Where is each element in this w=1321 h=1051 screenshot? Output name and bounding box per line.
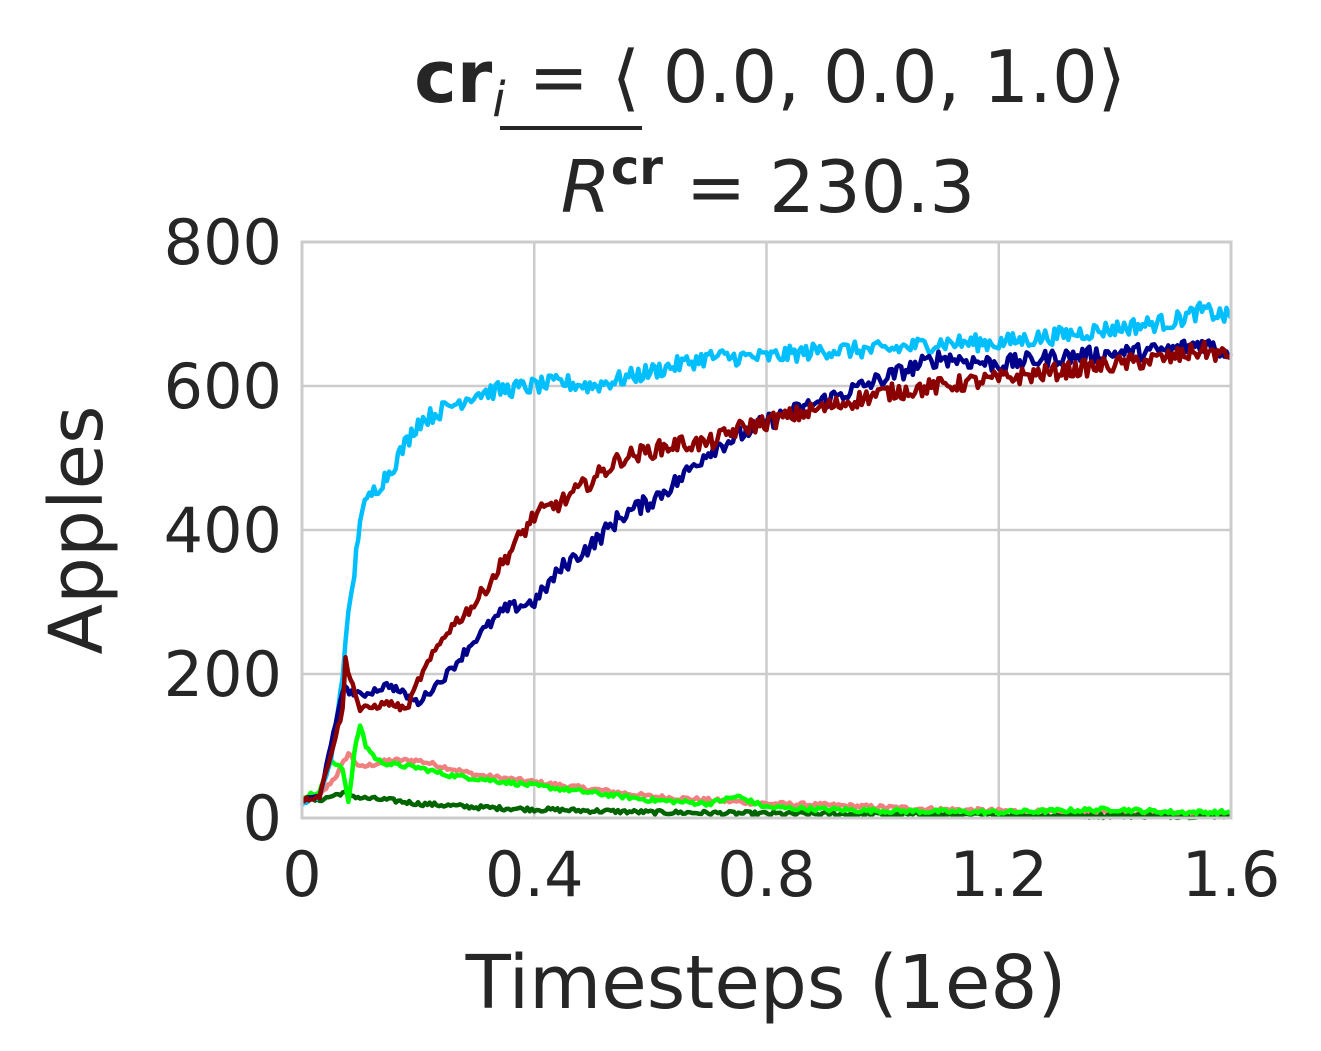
title-equals-2: =: [663, 145, 769, 229]
x-tick-label: 1.2: [949, 838, 1048, 911]
title-r-superscript: cr: [611, 140, 663, 196]
x-tick-label: 0: [282, 838, 321, 911]
x-tick-label: 1.6: [1182, 838, 1281, 911]
series-line: [299, 300, 1233, 807]
title-cr-subscript: i: [492, 72, 506, 128]
y-tick-label: 800: [164, 206, 282, 279]
x-tick-label: 0.4: [485, 838, 584, 911]
series-line: [300, 789, 1233, 821]
y-tick-label: 400: [164, 494, 282, 567]
plot-frame: [300, 240, 1233, 820]
y-tick-label: 600: [164, 350, 282, 423]
title-r-value: 230.3: [769, 145, 975, 229]
y-tick-labels: 0 200 400 600 800: [164, 206, 282, 855]
title-r-symbol: R: [561, 145, 611, 229]
series-line: [301, 723, 1232, 817]
y-tick-label: 200: [164, 638, 282, 711]
series-group: [299, 300, 1233, 821]
title-equals-1: =: [506, 35, 612, 119]
series-line: [301, 339, 1232, 804]
title-cr-symbol: cr: [414, 35, 493, 119]
y-tick-label: 0: [243, 782, 282, 855]
chart-title-line2: Rcr = 230.3: [561, 140, 975, 229]
title-vector: ⟨ 0.0, 0.0, 1.0⟩: [612, 35, 1126, 119]
x-tick-label: 0.8: [717, 838, 816, 911]
y-axis-label: Apples: [34, 405, 120, 654]
chart-title-line1: cri = ⟨ 0.0, 0.0, 1.0⟩: [414, 35, 1126, 128]
x-tick-labels: 0 0.4 0.8 1.2 1.6: [282, 838, 1280, 911]
x-axis-label: Timesteps (1e8): [465, 940, 1067, 1026]
